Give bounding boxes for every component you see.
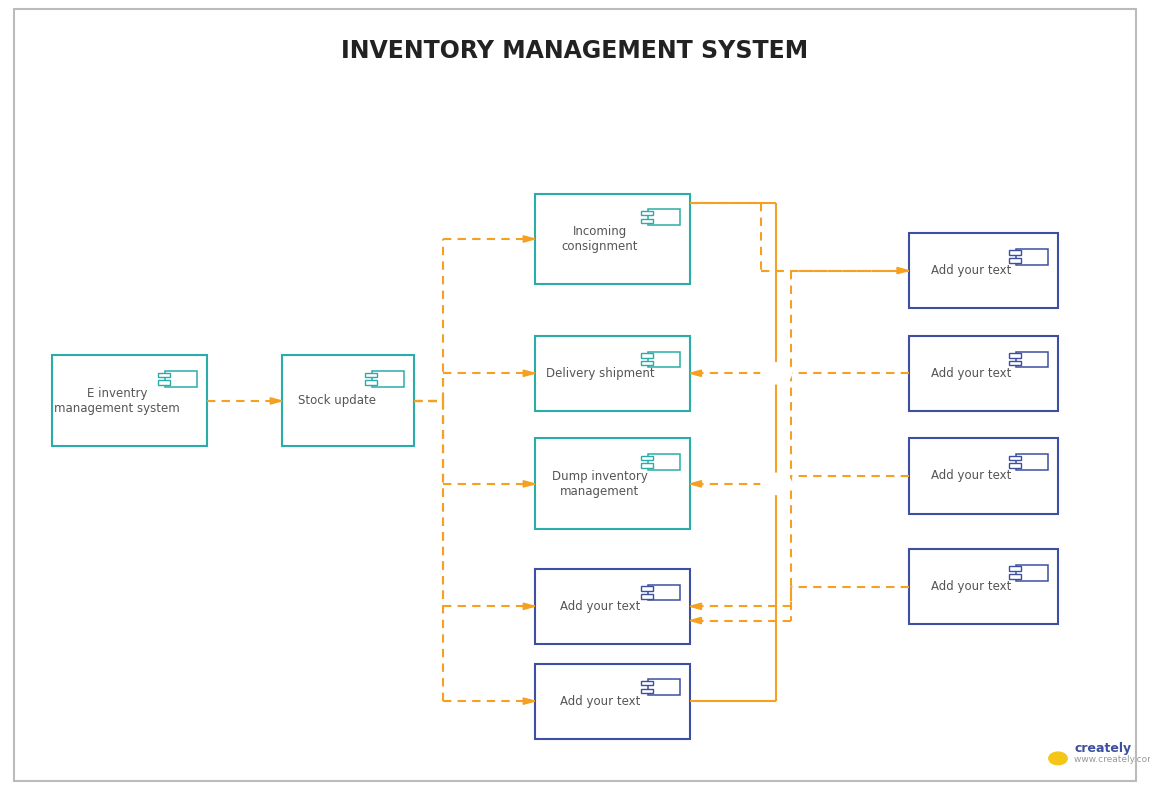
FancyBboxPatch shape [1017,565,1049,581]
FancyBboxPatch shape [908,438,1058,514]
Text: www.creately.com • Online Diagramming: www.creately.com • Online Diagramming [1074,755,1150,765]
FancyBboxPatch shape [642,211,653,216]
FancyBboxPatch shape [908,549,1058,624]
Text: Add your text: Add your text [560,694,641,708]
FancyBboxPatch shape [642,219,653,224]
FancyBboxPatch shape [535,664,690,739]
FancyBboxPatch shape [535,194,690,284]
Polygon shape [897,267,908,274]
FancyBboxPatch shape [535,336,690,411]
FancyBboxPatch shape [642,689,653,694]
FancyBboxPatch shape [1010,574,1021,579]
FancyBboxPatch shape [642,594,653,599]
FancyBboxPatch shape [908,233,1058,308]
FancyBboxPatch shape [1010,353,1021,358]
FancyBboxPatch shape [642,586,653,591]
FancyBboxPatch shape [1017,249,1049,265]
Text: Stock update: Stock update [298,394,376,408]
Polygon shape [690,370,702,377]
FancyBboxPatch shape [366,381,377,386]
FancyBboxPatch shape [642,464,653,468]
FancyBboxPatch shape [649,585,681,600]
FancyBboxPatch shape [649,209,681,225]
Text: Incoming
consignment: Incoming consignment [561,225,638,253]
Polygon shape [690,604,702,610]
FancyBboxPatch shape [1010,566,1021,571]
FancyBboxPatch shape [1010,464,1021,468]
FancyBboxPatch shape [366,373,377,378]
FancyBboxPatch shape [1010,250,1021,255]
FancyBboxPatch shape [908,336,1058,411]
Polygon shape [270,397,282,404]
FancyBboxPatch shape [642,361,653,366]
FancyBboxPatch shape [649,352,681,367]
Text: Add your text: Add your text [932,264,1012,277]
Polygon shape [523,235,535,242]
FancyBboxPatch shape [14,9,1136,781]
FancyBboxPatch shape [649,454,681,470]
FancyBboxPatch shape [535,438,690,529]
Text: Add your text: Add your text [932,469,1012,483]
Polygon shape [523,604,535,610]
FancyBboxPatch shape [642,681,653,686]
FancyBboxPatch shape [1010,361,1021,366]
FancyBboxPatch shape [535,569,690,644]
Text: Add your text: Add your text [560,600,641,613]
Polygon shape [690,618,702,624]
FancyBboxPatch shape [649,679,681,695]
FancyBboxPatch shape [282,356,414,446]
Circle shape [761,474,791,495]
Text: Add your text: Add your text [932,580,1012,593]
Polygon shape [523,698,535,705]
Text: INVENTORY MANAGEMENT SYSTEM: INVENTORY MANAGEMENT SYSTEM [342,40,808,63]
Circle shape [1049,752,1067,765]
Text: Delivery shipment: Delivery shipment [545,367,654,380]
Text: E inventry
management system: E inventry management system [54,387,179,415]
Polygon shape [523,480,535,487]
FancyBboxPatch shape [1010,258,1021,263]
FancyBboxPatch shape [159,373,170,378]
Text: creately: creately [1074,743,1132,755]
Polygon shape [690,480,702,487]
Text: Dump inventory
management: Dump inventory management [552,470,647,498]
FancyBboxPatch shape [642,353,653,358]
FancyBboxPatch shape [373,371,405,387]
FancyBboxPatch shape [1010,456,1021,461]
FancyBboxPatch shape [159,381,170,386]
FancyBboxPatch shape [1017,454,1049,470]
Circle shape [761,363,791,384]
Polygon shape [523,370,535,377]
FancyBboxPatch shape [642,456,653,461]
Text: Add your text: Add your text [932,367,1012,380]
FancyBboxPatch shape [1017,352,1049,367]
FancyBboxPatch shape [52,356,207,446]
FancyBboxPatch shape [166,371,198,387]
